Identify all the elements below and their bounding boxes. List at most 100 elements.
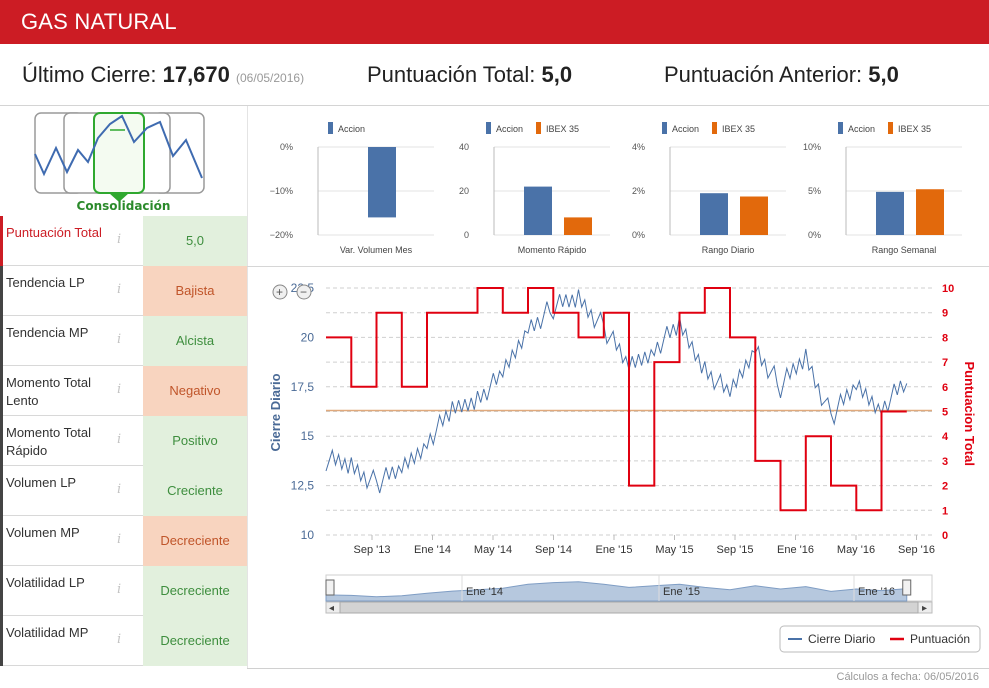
row-marker — [0, 266, 3, 316]
navigator-tick-label: Ene '15 — [663, 586, 700, 598]
score-name: Tendencia MP — [6, 325, 89, 340]
total-score-label: Puntuación Total: — [367, 62, 536, 87]
scroll-right-icon[interactable]: ▸ — [922, 603, 927, 614]
x-tick-label: Sep '16 — [898, 544, 935, 556]
info-icon[interactable]: i — [117, 232, 122, 247]
score-name: Tendencia LP — [6, 275, 85, 290]
left-tick-label: 17,5 — [291, 380, 315, 394]
total-score: Puntuación Total: 5,0 — [367, 62, 572, 88]
rango-semanal-chart: Accion IBEX 35 10% 5% 0% Rango Semanal — [803, 122, 962, 255]
previous-score: Puntuación Anterior: 5,0 — [664, 62, 899, 88]
score-row: Momento Total Rápido i Positivo — [0, 416, 247, 466]
left-tick-label: 15 — [301, 429, 315, 443]
left-tick-label: 20 — [301, 330, 315, 344]
info-icon[interactable]: i — [117, 582, 122, 597]
title-bar: GAS NATURAL — [0, 0, 989, 44]
bar-ibex-35 — [916, 189, 944, 235]
info-icon[interactable]: i — [117, 482, 122, 497]
y-tick-label: 0% — [632, 230, 645, 240]
row-marker — [0, 366, 3, 416]
x-tick-label: Ene '15 — [596, 544, 633, 556]
x-tick-label: Ene '16 — [777, 544, 814, 556]
scroll-left-icon[interactable]: ◂ — [329, 603, 334, 614]
legend-swatch — [838, 122, 843, 134]
y-tick-label: 4% — [632, 142, 645, 152]
right-tick-label: 0 — [942, 530, 948, 542]
y-tick-label: 0 — [464, 230, 469, 240]
score-value: Decreciente — [143, 566, 247, 616]
score-row: Volatilidad LP i Decreciente — [0, 566, 247, 616]
x-tick-label: May '16 — [837, 544, 875, 556]
previous-score-label: Puntuación Anterior: — [664, 62, 863, 87]
right-tick-label: 4 — [942, 431, 949, 443]
navigator-tick-label: Ene '16 — [858, 586, 895, 598]
right-tick-label: 9 — [942, 308, 948, 320]
score-row: Tendencia MP i Alcista — [0, 316, 247, 366]
score-row: Momento Total Lento i Negativo — [0, 366, 247, 416]
score-name: Volumen LP — [6, 475, 77, 490]
legend-swatch — [328, 122, 333, 134]
series-puntuacion — [326, 287, 907, 512]
score-value: Alcista — [143, 316, 247, 366]
score-panel: Consolidación Puntuación Total i 5,0 Tenden… — [0, 106, 247, 668]
zoom-in-icon[interactable] — [272, 284, 288, 300]
right-tick-label: 7 — [942, 357, 948, 369]
legend-puntuacion-label[interactable]: Puntuación — [910, 632, 970, 646]
chart-title: Rango Semanal — [872, 245, 937, 255]
footer-divider — [247, 668, 989, 669]
right-tick-label: 2 — [942, 481, 948, 493]
y-tick-label: 5% — [808, 186, 821, 196]
navigator-series — [325, 581, 908, 602]
score-row: Tendencia LP i Bajista — [0, 266, 247, 316]
navigator-handle[interactable] — [325, 579, 335, 596]
right-axis-title: Puntuacion Total — [962, 362, 977, 466]
score-value: Positivo — [143, 416, 247, 466]
total-score-value: 5,0 — [541, 62, 573, 87]
row-marker — [0, 566, 3, 616]
legend-swatch — [712, 122, 717, 134]
series-cierre-diario — [325, 289, 908, 494]
legend-label: Accion — [848, 124, 875, 134]
x-tick-label: Ene '14 — [414, 544, 451, 556]
score-row: Volatilidad MP i Decreciente — [0, 616, 247, 666]
info-icon[interactable]: i — [117, 332, 122, 347]
x-tick-label: Sep '15 — [717, 544, 754, 556]
score-value: Bajista — [143, 266, 247, 316]
score-name: Puntuación Total — [6, 225, 102, 240]
left-tick-label: 12,5 — [291, 479, 315, 493]
score-name: Momento Total Lento — [6, 375, 92, 408]
score-row: Volumen MP i Decreciente — [0, 516, 247, 566]
info-icon[interactable]: i — [117, 532, 122, 547]
score-name: Momento Total Rápido — [6, 425, 92, 458]
navigator-tick-label: Ene '14 — [466, 586, 503, 598]
bar-accion — [700, 193, 728, 235]
last-close-value: 17,670 — [162, 62, 230, 87]
row-marker — [0, 466, 3, 516]
info-icon[interactable]: i — [117, 282, 122, 297]
legend-cierre-label[interactable]: Cierre Diario — [808, 632, 876, 646]
last-close-date: (06/05/2016) — [236, 71, 305, 85]
right-tick-label: 3 — [942, 456, 948, 468]
info-icon[interactable]: i — [117, 382, 122, 397]
zoom-out-icon[interactable] — [296, 284, 312, 300]
score-row: Volumen LP i Creciente — [0, 466, 247, 516]
scrollbar-thumb[interactable] — [339, 601, 919, 614]
score-value: Negativo — [143, 366, 247, 416]
legend-label: Accion — [496, 124, 523, 134]
score-name: Volatilidad LP — [6, 575, 85, 590]
navigator-handle[interactable] — [902, 579, 912, 596]
legend-swatch — [486, 122, 491, 134]
y-tick-label: 0% — [280, 142, 293, 152]
bar-accion — [524, 186, 552, 235]
last-close-label: Último Cierre: — [22, 62, 157, 87]
info-icon[interactable]: i — [117, 632, 122, 647]
legend-swatch — [888, 122, 893, 134]
momento-rapido-chart: Accion IBEX 35 40 20 0 Momento Rápido — [459, 122, 610, 255]
info-icon[interactable]: i — [117, 432, 122, 447]
horizontal-divider — [247, 266, 989, 267]
row-marker — [0, 316, 3, 366]
row-marker — [0, 616, 3, 666]
legend-label: Accion — [338, 124, 365, 134]
x-tick-label: May '15 — [655, 544, 693, 556]
